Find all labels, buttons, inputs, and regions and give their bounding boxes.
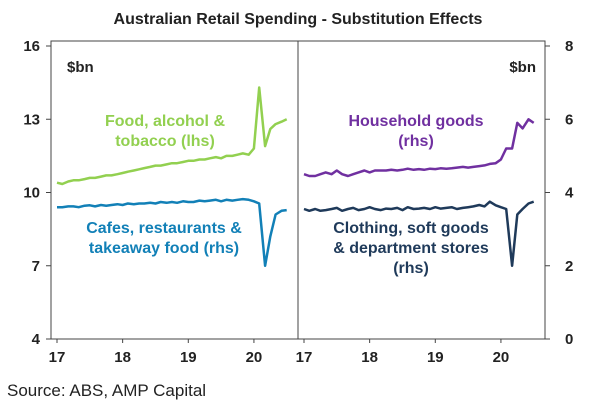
- x-tick-label: 19: [427, 349, 444, 366]
- axis-ticks: 4 7 10 13 16 0 2 4 6 8 17 18 19 20 17 18 19 20: [23, 38, 574, 366]
- lhs-tick-label: 4: [32, 331, 41, 348]
- rhs-tick-label: 8: [565, 38, 573, 55]
- series-line-1-1: [303, 200, 535, 268]
- series-line-0-0: [56, 86, 288, 186]
- x-tick-label: 20: [493, 349, 510, 366]
- series-label-0-1: Cafes, restaurants &: [86, 220, 242, 237]
- series-line-1-0: [303, 118, 535, 178]
- rhs-tick-label: 2: [565, 258, 573, 275]
- x-tick-label: 20: [246, 349, 263, 366]
- series-label-1-0: (rhs): [398, 133, 434, 150]
- series-label-1-0: Household goods: [348, 113, 483, 130]
- series-label-0-1: takeaway food (rhs): [89, 240, 239, 257]
- right-panel-unit: $bn: [509, 59, 536, 76]
- x-tick-label: 18: [114, 349, 131, 366]
- lhs-tick-label: 13: [23, 111, 40, 128]
- source-note: Source: ABS, AMP Capital: [7, 381, 207, 400]
- series-label-0-0: tobacco (lhs): [115, 133, 215, 150]
- series-label-0-0: Food, alcohol &: [105, 113, 225, 130]
- retail-spending-chart: Australian Retail Spending - Substitutio…: [23, 11, 574, 366]
- series-label-1-1: Clothing, soft goods: [333, 220, 489, 237]
- x-tick-label: 17: [296, 349, 313, 366]
- series-annotations: Food, alcohol & tobacco (lhs) Cafes, resta…: [86, 113, 489, 277]
- series-label-1-1: (rhs): [393, 260, 429, 277]
- rhs-tick-label: 4: [565, 185, 574, 202]
- rhs-tick-label: 6: [565, 111, 573, 128]
- x-tick-label: 19: [180, 349, 197, 366]
- x-tick-label: 17: [49, 349, 66, 366]
- series-line-0-1: [57, 197, 287, 268]
- series-lines: [56, 86, 535, 268]
- x-tick-label: 18: [361, 349, 378, 366]
- left-panel-unit: $bn: [67, 59, 94, 76]
- lhs-tick-label: 16: [23, 38, 40, 55]
- lhs-tick-label: 10: [23, 185, 40, 202]
- chart-title: Australian Retail Spending - Substitutio…: [114, 11, 483, 28]
- series-label-1-1: & department stores: [333, 240, 489, 257]
- rhs-tick-label: 0: [565, 331, 573, 348]
- lhs-tick-label: 7: [32, 258, 40, 275]
